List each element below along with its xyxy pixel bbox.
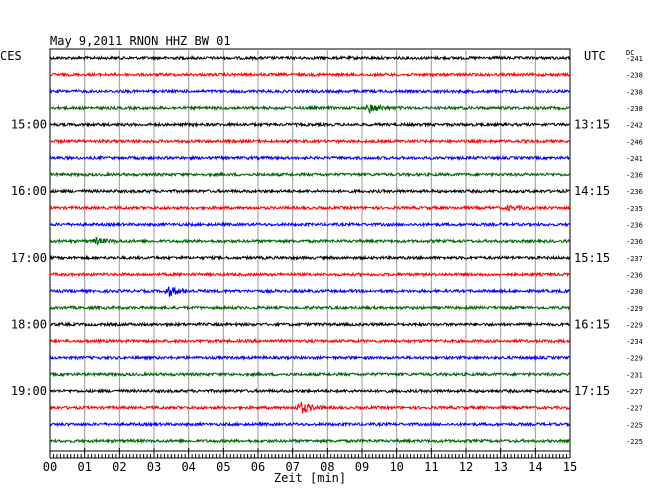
x-tick-label: 08 xyxy=(320,460,334,474)
dc-offset-label: -238 xyxy=(626,105,643,113)
dc-offset-label: -235 xyxy=(626,205,643,213)
trace-7 xyxy=(49,171,571,178)
grid xyxy=(84,49,536,451)
trace-22 xyxy=(49,420,570,428)
dc-offset-label: -229 xyxy=(626,305,643,313)
right-hour-label: 15:15 xyxy=(574,251,610,265)
trace-6 xyxy=(49,154,570,162)
dc-offset-label: -242 xyxy=(626,122,643,130)
dc-offset-label: -234 xyxy=(626,338,643,346)
x-tick-label: 09 xyxy=(355,460,369,474)
trace-12 xyxy=(49,254,571,262)
left-timezone-label: CES xyxy=(0,49,22,63)
dc-offset-label: -230 xyxy=(626,288,643,296)
dc-offset-label: -227 xyxy=(626,405,643,413)
dc-offset-label: -236 xyxy=(626,271,643,279)
left-hour-label: 16:00 xyxy=(11,184,47,198)
dc-offset-label: -225 xyxy=(626,421,643,429)
trace-10 xyxy=(49,221,570,228)
dc-header-label: DC xyxy=(626,49,634,57)
x-tick-label: 15 xyxy=(563,460,577,474)
x-tick-label: 11 xyxy=(424,460,438,474)
x-tick-label: 03 xyxy=(147,460,161,474)
x-tick-label: 01 xyxy=(77,460,91,474)
trace-19 xyxy=(49,371,571,378)
x-tick-label: 04 xyxy=(181,460,195,474)
x-tick-label: 10 xyxy=(389,460,403,474)
trace-23 xyxy=(49,437,570,445)
trace-15 xyxy=(49,304,570,311)
right-hour-label: 16:15 xyxy=(574,317,610,331)
trace-14 xyxy=(49,286,570,297)
dc-offset-label: -241 xyxy=(626,55,643,63)
chart-title: May 9,2011 RNON HHZ BW 01 xyxy=(50,34,231,48)
trace-21 xyxy=(49,401,571,414)
dc-offset-label: -225 xyxy=(626,438,643,446)
left-hour-label: 18:00 xyxy=(11,317,47,331)
x-tick-label: 14 xyxy=(528,460,542,474)
x-tick-label: 02 xyxy=(112,460,126,474)
trace-18 xyxy=(49,354,570,361)
trace-2 xyxy=(49,88,571,95)
trace-11 xyxy=(49,236,571,246)
x-axis: 00 01 02 03 04 05 06 07 08 09 10 11 12 13 14 15 xyxy=(43,448,577,474)
dc-offset-label: -231 xyxy=(626,371,643,379)
right-hour-label: 14:15 xyxy=(574,184,610,198)
dc-offset-label: -237 xyxy=(626,255,643,263)
right-hour-label: 13:15 xyxy=(574,118,610,132)
dc-offset-label: -229 xyxy=(626,321,643,329)
dc-offset-label: -229 xyxy=(626,355,643,363)
right-timezone-label: UTC xyxy=(584,49,606,63)
traces xyxy=(49,54,571,445)
trace-13 xyxy=(49,271,570,278)
x-axis-label: Zeit [min] xyxy=(274,471,346,485)
left-hour-label: 17:00 xyxy=(11,251,47,265)
trace-9 xyxy=(49,204,571,212)
dc-offset-label: -227 xyxy=(626,388,643,396)
trace-3 xyxy=(49,103,570,115)
dc-offset-label: -236 xyxy=(626,222,643,230)
x-tick-label: 05 xyxy=(216,460,230,474)
dc-offset-label: -236 xyxy=(626,172,643,180)
plot-frame xyxy=(49,48,571,452)
dc-offset-label: -241 xyxy=(626,155,643,163)
right-hour-label: 17:15 xyxy=(574,384,610,398)
x-tick-label: 13 xyxy=(493,460,507,474)
row-labels: -241 -238 -238 -238 -242 -246 -241 -236 -236 -235… xyxy=(11,55,643,446)
trace-0 xyxy=(49,54,571,62)
trace-5 xyxy=(49,138,570,145)
trace-16 xyxy=(49,321,570,328)
trace-20 xyxy=(49,387,570,395)
x-tick-label: 07 xyxy=(285,460,299,474)
trace-8 xyxy=(49,188,570,195)
trace-17 xyxy=(49,337,571,345)
dc-offset-label: -236 xyxy=(626,188,643,196)
x-tick-label: 12 xyxy=(459,460,473,474)
left-hour-label: 15:00 xyxy=(11,118,47,132)
trace-1 xyxy=(49,71,570,79)
x-tick-label: 00 xyxy=(43,460,57,474)
left-hour-label: 19:00 xyxy=(11,384,47,398)
dc-offset-label: -246 xyxy=(626,138,643,146)
dc-offset-label: -236 xyxy=(626,238,643,246)
dc-offset-label: -238 xyxy=(626,88,643,96)
dc-offset-label: -238 xyxy=(626,72,643,80)
trace-4 xyxy=(49,121,570,128)
x-tick-label: 06 xyxy=(251,460,265,474)
